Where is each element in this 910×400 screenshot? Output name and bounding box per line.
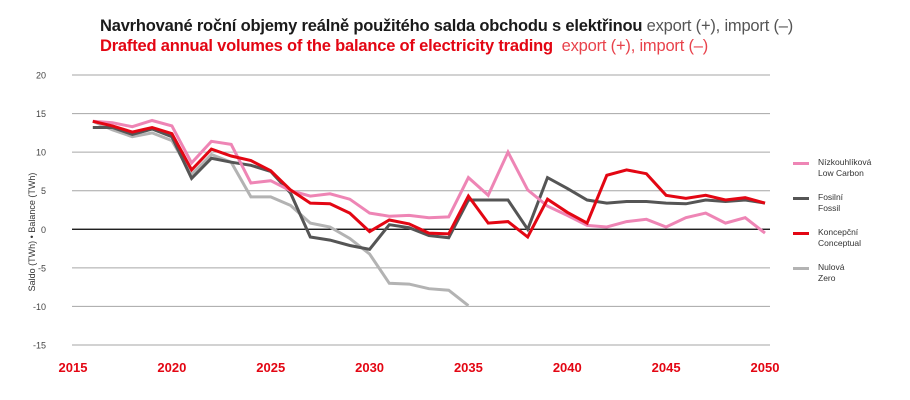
series-line-low-carbon [92,118,766,235]
y-tick-label: -15 [33,341,46,351]
title-english-sub: export (+), import (–) [552,37,709,55]
y-tick-label: 20 [36,71,46,81]
y-tick-label: 10 [36,148,46,158]
y-tick-label: -5 [38,263,46,273]
legend-item-low-carbon: Nízkouhlíková Low Carbon [793,157,871,192]
legend-label: Koncepční Conceptual [818,227,861,249]
title-czech-sub: export (+), import (–) [642,17,794,35]
legend-swatch [793,232,809,235]
gridlines [72,74,770,346]
x-tick-label: 2015 [59,360,88,375]
chart-title: Navrhované roční objemy reálně použitého… [100,16,793,56]
data-series [92,118,766,307]
legend-label-en: Zero [818,273,836,283]
title-english: Drafted annual volumes of the balance of… [100,36,793,56]
x-axis-ticks: 2015 2020 2025 2030 2035 2040 2045 2050 [59,360,780,375]
legend-label-en: Low Carbon [818,168,864,178]
legend-label-cz: Nízkouhlíková [818,157,872,167]
legend-item-fossil: Fosilní Fossil [793,192,871,227]
y-tick-label: 0 [41,225,46,235]
legend-swatch [793,197,809,200]
x-tick-label: 2020 [157,360,186,375]
legend-label: Nízkouhlíková Low Carbon [818,157,871,179]
legend: Nízkouhlíková Low Carbon Fosilní Fossil Konc… [793,157,871,297]
legend-label-cz: Fosilní [818,192,844,202]
x-tick-label: 2035 [454,360,483,375]
x-tick-label: 2045 [652,360,681,375]
x-tick-label: 2050 [751,360,780,375]
legend-label: Nulová Zero [818,262,844,284]
y-tick-label: 15 [36,109,46,119]
y-tick-label: -10 [33,302,46,312]
legend-item-zero: Nulová Zero [793,262,871,297]
y-tick-label: 5 [41,186,46,196]
x-tick-label: 2030 [355,360,384,375]
y-axis-ticks: 20 15 10 5 0 -5 -10 -15 [33,71,46,351]
series-line-fossil [92,126,766,251]
title-czech: Navrhované roční objemy reálně použitého… [100,16,793,36]
legend-swatch [793,162,809,165]
legend-item-conceptual: Koncepční Conceptual [793,227,871,262]
legend-swatch [793,267,809,270]
x-tick-label: 2025 [256,360,285,375]
title-english-main: Drafted annual volumes of the balance of… [100,37,553,55]
legend-label-cz: Koncepční [818,227,859,237]
series-line-conceptual [92,119,766,240]
title-czech-main: Navrhované roční objemy reálně použitého… [100,17,643,35]
series-line-zero [92,119,470,307]
legend-label-en: Conceptual [818,238,862,248]
legend-label-cz: Nulová [818,262,845,272]
legend-label-en: Fossil [818,203,841,213]
legend-label: Fosilní Fossil [818,192,843,214]
x-tick-label: 2040 [553,360,582,375]
